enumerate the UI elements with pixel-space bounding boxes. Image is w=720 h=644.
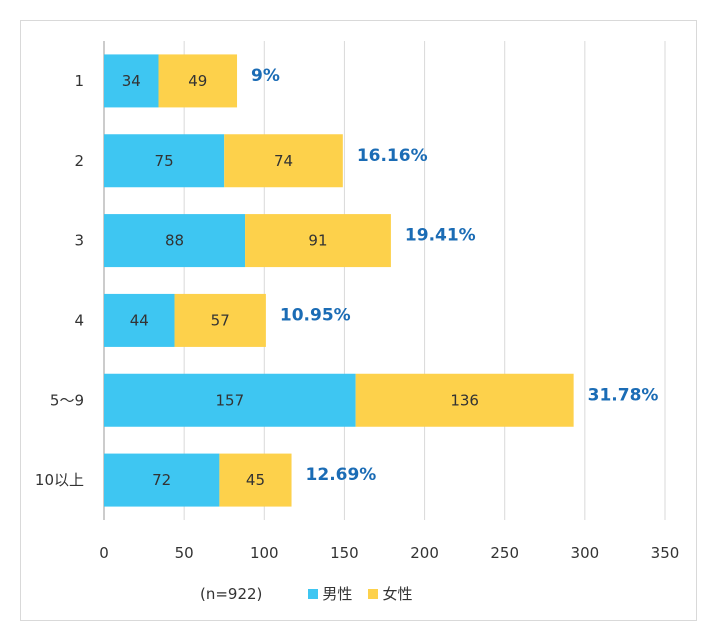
category-label: 4 bbox=[74, 311, 84, 329]
data-label: 72 bbox=[152, 471, 171, 489]
data-label: 44 bbox=[130, 311, 149, 329]
bar-segment-female bbox=[158, 54, 238, 108]
percent-label: 12.69% bbox=[306, 465, 377, 485]
percent-label: 10.95% bbox=[280, 305, 351, 325]
data-label: 91 bbox=[308, 232, 327, 250]
x-tick-label: 150 bbox=[330, 544, 359, 562]
legend-label-male: 男性 bbox=[322, 585, 353, 603]
x-tick-label: 350 bbox=[651, 544, 680, 562]
bar-segment-male bbox=[104, 134, 225, 188]
percent-label: 16.16% bbox=[357, 146, 428, 166]
data-label: 74 bbox=[274, 152, 293, 170]
legend-item-female: 女性 bbox=[368, 583, 412, 604]
bar-segment-female bbox=[219, 453, 292, 507]
legend-swatch-female bbox=[368, 588, 379, 599]
legend-label-female: 女性 bbox=[382, 585, 413, 603]
x-tick-label: 250 bbox=[490, 544, 519, 562]
category-label: 1 bbox=[74, 72, 84, 90]
data-label: 49 bbox=[188, 72, 207, 90]
category-label: 3 bbox=[74, 232, 84, 250]
data-label: 57 bbox=[211, 311, 230, 329]
bar-segment-male bbox=[104, 214, 246, 268]
legend-swatch-male bbox=[308, 588, 319, 599]
x-tick-label: 200 bbox=[410, 544, 439, 562]
x-tick-label: 100 bbox=[250, 544, 279, 562]
bar-segment-female bbox=[245, 214, 391, 268]
percent-label: 9% bbox=[251, 66, 280, 86]
x-tick-label: 0 bbox=[99, 544, 109, 562]
bar-segment-female bbox=[224, 134, 343, 188]
data-label: 88 bbox=[165, 232, 184, 250]
bar-segment-male bbox=[104, 453, 220, 507]
legend-item-male: 男性 bbox=[308, 583, 352, 604]
bar-segment-male bbox=[104, 54, 159, 108]
percent-label: 19.41% bbox=[405, 226, 476, 246]
data-label: 136 bbox=[450, 391, 479, 409]
bar-segment-female bbox=[355, 373, 574, 427]
data-label: 157 bbox=[216, 391, 245, 409]
legend: (n=922) 男性 女性 bbox=[200, 583, 428, 604]
x-tick-label: 50 bbox=[175, 544, 194, 562]
bar-segment-female bbox=[174, 293, 266, 347]
percent-label: 31.78% bbox=[588, 385, 659, 405]
data-label: 75 bbox=[155, 152, 174, 170]
sample-size-note: (n=922) bbox=[200, 584, 263, 603]
category-label: 10以上 bbox=[35, 471, 84, 489]
category-label: 2 bbox=[74, 152, 84, 170]
category-label: 5〜9 bbox=[50, 391, 84, 409]
bar-segment-male bbox=[104, 373, 356, 427]
data-label: 34 bbox=[122, 72, 141, 90]
data-label: 45 bbox=[246, 471, 265, 489]
bar-segment-male bbox=[104, 293, 175, 347]
x-tick-label: 300 bbox=[571, 544, 600, 562]
